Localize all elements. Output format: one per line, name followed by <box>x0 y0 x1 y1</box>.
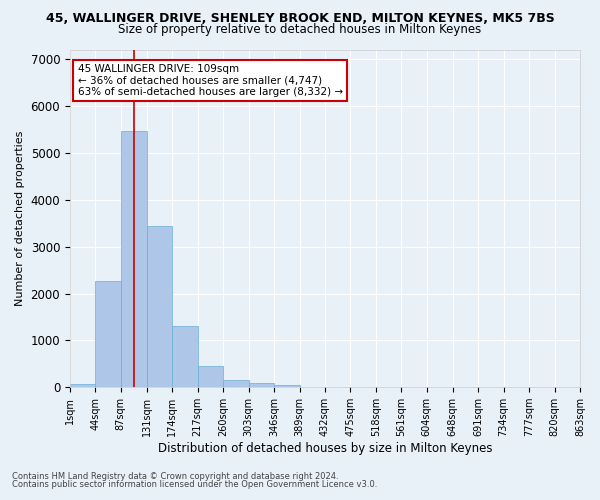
Text: 45, WALLINGER DRIVE, SHENLEY BROOK END, MILTON KEYNES, MK5 7BS: 45, WALLINGER DRIVE, SHENLEY BROOK END, … <box>46 12 554 26</box>
Text: Size of property relative to detached houses in Milton Keynes: Size of property relative to detached ho… <box>118 22 482 36</box>
Bar <box>248 383 274 387</box>
Bar <box>147 226 172 387</box>
Bar <box>121 131 147 387</box>
Text: Contains public sector information licensed under the Open Government Licence v3: Contains public sector information licen… <box>12 480 377 489</box>
Bar <box>198 366 223 387</box>
Text: 45 WALLINGER DRIVE: 109sqm
← 36% of detached houses are smaller (4,747)
63% of s: 45 WALLINGER DRIVE: 109sqm ← 36% of deta… <box>77 64 343 98</box>
Text: Contains HM Land Registry data © Crown copyright and database right 2024.: Contains HM Land Registry data © Crown c… <box>12 472 338 481</box>
Bar <box>95 281 121 387</box>
Bar <box>172 326 198 387</box>
Bar <box>274 384 299 387</box>
Bar <box>223 380 248 387</box>
Bar <box>70 384 95 387</box>
Y-axis label: Number of detached properties: Number of detached properties <box>15 131 25 306</box>
X-axis label: Distribution of detached houses by size in Milton Keynes: Distribution of detached houses by size … <box>158 442 492 455</box>
